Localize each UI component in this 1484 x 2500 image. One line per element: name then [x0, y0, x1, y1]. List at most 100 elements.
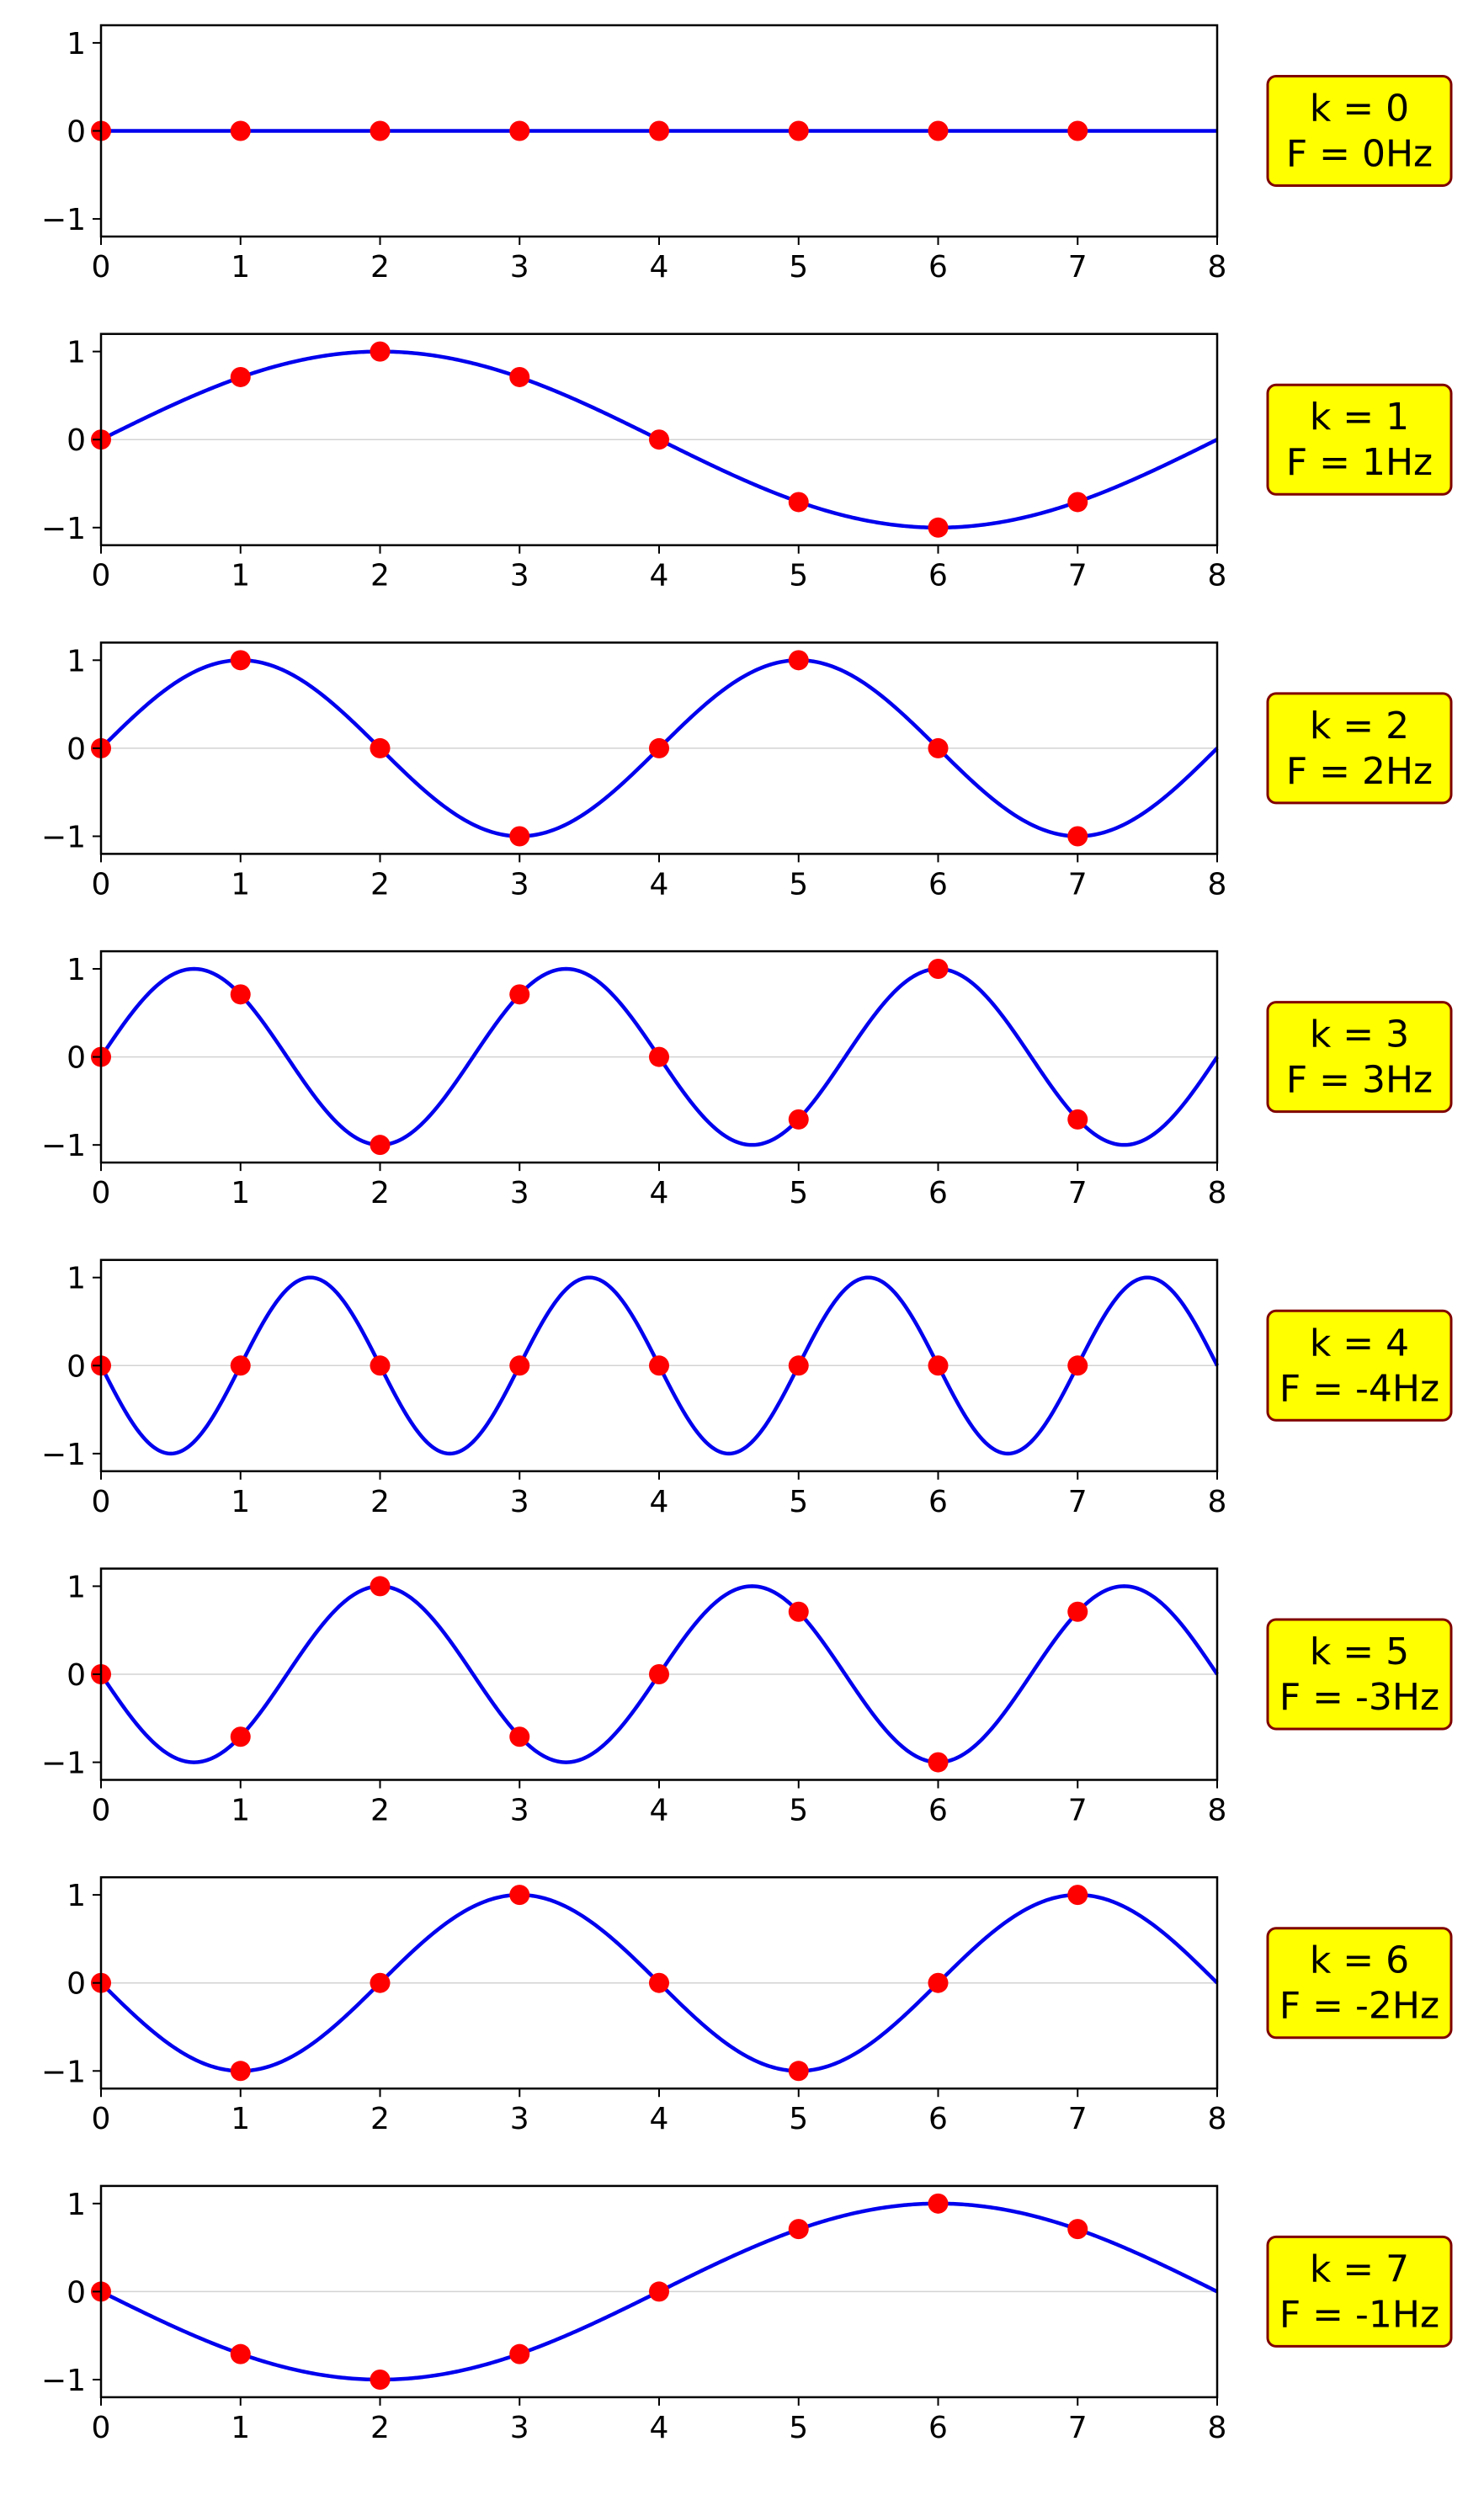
sample-point — [1067, 1355, 1088, 1376]
sample-point — [230, 2343, 251, 2364]
sample-point — [928, 737, 949, 758]
subplot-3: 0 1 2 3 4 5 6 7 810−1k = 3F = 3Hz — [41, 949, 1453, 1210]
x-tick-label: 0 — [92, 250, 111, 285]
x-tick-label: 1 — [231, 1794, 250, 1828]
frequency-label: F = -4Hz — [1279, 1367, 1439, 1410]
label-box — [1266, 1618, 1453, 1731]
sample-point — [1067, 120, 1088, 141]
frequency-label: F = 3Hz — [1286, 1059, 1433, 1102]
y-tick-label: 0 — [66, 2275, 86, 2310]
frequency-label: F = 1Hz — [1286, 441, 1433, 484]
subplot-4: 0 1 2 3 4 5 6 7 810−1k = 4F = -4Hz — [41, 1258, 1453, 1519]
frequency-label: F = 2Hz — [1286, 750, 1433, 793]
x-tick-label: 5 — [789, 2411, 808, 2445]
y-tick-label: 1 — [66, 1570, 86, 1604]
sample-point — [230, 984, 251, 1005]
x-tick-label: 1 — [231, 867, 250, 902]
x-tick-label: 6 — [928, 1794, 948, 1828]
x-tick-label: 5 — [789, 250, 808, 285]
subplot-0: 0 1 2 3 4 5 6 7 810−1k = 0F = 0Hz — [41, 24, 1453, 285]
x-tick-label: 0 — [92, 867, 111, 902]
x-tick-label: 3 — [510, 867, 529, 902]
sample-point — [649, 1664, 669, 1684]
k-label: k = 4 — [1310, 1322, 1409, 1364]
x-tick-label: 3 — [510, 250, 529, 285]
sample-point — [928, 2193, 949, 2214]
y-tick-label: 1 — [66, 644, 86, 678]
y-tick-label: −1 — [41, 203, 86, 237]
x-tick-label: 7 — [1068, 1794, 1088, 1828]
x-tick-label: 2 — [370, 1794, 390, 1828]
y-tick-label: 0 — [66, 732, 86, 767]
x-tick-label: 3 — [510, 1485, 529, 1519]
sample-point — [509, 826, 530, 847]
sample-point — [1067, 1109, 1088, 1130]
x-tick-label: 8 — [1208, 2411, 1227, 2445]
x-tick-label: 2 — [370, 2411, 390, 2445]
subplot-5: 0 1 2 3 4 5 6 7 810−1k = 5F = -3Hz — [41, 1567, 1453, 1828]
x-tick-label: 1 — [231, 559, 250, 593]
x-tick-label: 3 — [510, 559, 529, 593]
y-tick-label: 1 — [66, 953, 86, 987]
x-tick-label: 2 — [370, 1176, 390, 1210]
x-tick-label: 7 — [1068, 559, 1088, 593]
sample-point — [370, 1135, 391, 1156]
subplot-7: 0 1 2 3 4 5 6 7 810−1k = 7F = -1Hz — [41, 2184, 1453, 2445]
x-tick-label: 8 — [1208, 250, 1227, 285]
y-tick-label: 1 — [66, 336, 86, 370]
x-tick-label: 5 — [789, 2102, 808, 2136]
y-tick-label: 0 — [66, 423, 86, 458]
k-label: k = 6 — [1310, 1939, 1409, 1982]
y-tick-label: 1 — [66, 2188, 86, 2222]
y-tick-label: −1 — [41, 1129, 86, 1163]
x-tick-label: 3 — [510, 2411, 529, 2445]
y-tick-label: −1 — [41, 1747, 86, 1781]
k-label: k = 2 — [1310, 705, 1409, 747]
frequency-label: F = 0Hz — [1286, 133, 1433, 176]
sample-point — [928, 1355, 949, 1376]
sample-point — [788, 650, 809, 671]
sample-point — [370, 1972, 391, 1993]
x-tick-label: 2 — [370, 867, 390, 902]
sample-point — [509, 1726, 530, 1747]
x-tick-label: 1 — [231, 1176, 250, 1210]
subplot-2: 0 1 2 3 4 5 6 7 810−1k = 2F = 2Hz — [41, 641, 1453, 902]
x-tick-label: 0 — [92, 1176, 111, 1210]
x-tick-label: 2 — [370, 559, 390, 593]
sample-point — [509, 984, 530, 1005]
x-tick-label: 0 — [92, 2411, 111, 2445]
sample-point — [649, 120, 669, 141]
y-tick-label: 1 — [66, 27, 86, 61]
x-tick-label: 6 — [928, 559, 948, 593]
x-tick-label: 6 — [928, 2411, 948, 2445]
label-box — [1266, 383, 1453, 496]
sample-point — [230, 650, 251, 671]
x-tick-label: 4 — [650, 1794, 669, 1828]
x-tick-label: 8 — [1208, 1485, 1227, 1519]
sample-point — [509, 120, 530, 141]
x-tick-label: 4 — [650, 250, 669, 285]
k-label: k = 7 — [1310, 2247, 1409, 2290]
x-tick-label: 7 — [1068, 1176, 1088, 1210]
sample-point — [788, 2061, 809, 2082]
x-tick-label: 5 — [789, 1176, 808, 1210]
sample-point — [509, 366, 530, 387]
x-tick-label: 6 — [928, 250, 948, 285]
y-tick-label: 0 — [66, 1349, 86, 1384]
x-tick-label: 1 — [231, 2411, 250, 2445]
x-tick-label: 8 — [1208, 867, 1227, 902]
sample-point — [509, 1355, 530, 1376]
x-tick-label: 7 — [1068, 867, 1088, 902]
sample-point — [370, 2369, 391, 2390]
x-tick-label: 7 — [1068, 1485, 1088, 1519]
sample-point — [509, 2343, 530, 2364]
sample-point — [788, 1355, 809, 1376]
sample-point — [649, 737, 669, 758]
label-box — [1266, 1927, 1453, 2040]
frequency-label: F = -1Hz — [1279, 2293, 1439, 2336]
subplot-6: 0 1 2 3 4 5 6 7 810−1k = 6F = -2Hz — [41, 1875, 1453, 2136]
x-tick-label: 2 — [370, 1485, 390, 1519]
x-tick-label: 4 — [650, 867, 669, 902]
label-box — [1266, 75, 1453, 187]
